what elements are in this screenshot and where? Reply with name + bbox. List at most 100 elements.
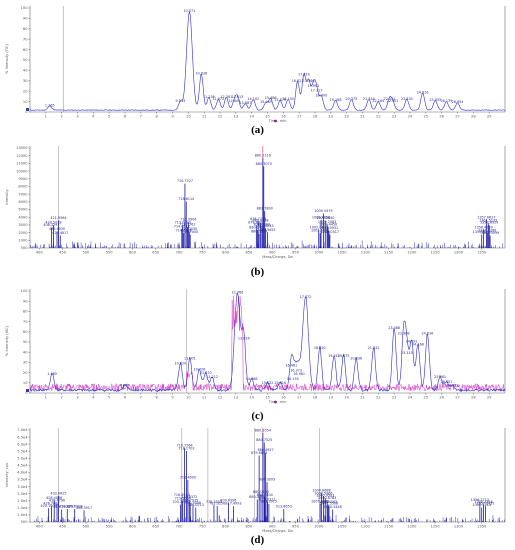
y-tick-label: 4.5e4 xyxy=(17,464,28,468)
x-tick-label: 4 xyxy=(92,396,95,400)
x-tick-label: 450 xyxy=(59,251,67,255)
b-peak-label: 1363.3099 xyxy=(481,231,499,235)
x-tick-label: 1050 xyxy=(337,251,347,255)
x-tick-label: 5 xyxy=(108,115,110,119)
d-peak-label: 881.9404 xyxy=(257,493,273,497)
x-tick-label: 6 xyxy=(124,396,127,400)
b-peak-label: 1353.8066 xyxy=(473,230,491,234)
y-tick-label: 2.5e4 xyxy=(17,492,28,496)
b-peak-label: 1357.6929 xyxy=(480,221,498,225)
c-peak-label: 1.165 xyxy=(47,372,57,376)
d-peak-label: 703.1211 xyxy=(172,500,188,504)
x-tick-label: 21 xyxy=(360,396,365,400)
y-tick-label: 2.0e4 xyxy=(17,499,28,503)
c-peak-label: 10.020 xyxy=(174,361,186,365)
x-tick-label: 13 xyxy=(234,396,239,400)
x-tick-label: 14 xyxy=(249,396,254,400)
a-peak-label: 23.830 xyxy=(401,97,413,101)
b-peak-label: 1009.9931 xyxy=(320,226,338,230)
c-peak-label: 11.070 xyxy=(200,371,212,375)
x-tick-label: 15 xyxy=(265,396,270,400)
c-peak-label: 26.401 xyxy=(440,380,452,384)
x-tick-label: 27 xyxy=(455,396,460,400)
chromatogram-trace xyxy=(29,11,506,111)
a-peak-label: 16.150 xyxy=(282,97,294,101)
x-tick-label: 400 xyxy=(36,251,44,255)
b-peak-label: 1010.0417 xyxy=(321,230,339,234)
b-peak-label: 428.4817 xyxy=(52,231,68,235)
y-tick-label: 40 xyxy=(23,350,28,354)
b-peak-label: 878.7746 xyxy=(250,217,266,221)
y-tick-label: 5.5e4 xyxy=(17,449,28,453)
a-peak-label: 17.902 xyxy=(307,84,319,88)
x-tick-label: 10 xyxy=(186,396,191,400)
d-peak-label: 880.7525 xyxy=(256,438,272,442)
c-peak-label: 24.168 xyxy=(412,343,424,347)
panel-b: 400 450 500 550 600 650 700 750 800 850 900 950 1000… xyxy=(0,140,515,278)
x-axis-title: Time, min xyxy=(268,400,287,404)
b-peak-label: 1009.2083 xyxy=(318,220,336,224)
c-peak-label: 21.831 xyxy=(368,346,380,350)
x-tick-label: 9 xyxy=(171,115,174,119)
x-tick-label: 18 xyxy=(313,115,318,119)
a-peak-label: 14.102 xyxy=(247,97,259,101)
x-tick-label: 22 xyxy=(376,115,381,119)
x-tick-label: 11 xyxy=(202,115,207,119)
a-peak-label: 12.381 xyxy=(220,95,232,99)
x-axis-title: Time, min xyxy=(268,119,287,123)
d-peak-label: 716.7935 xyxy=(182,499,198,503)
x-tick-label: 950 xyxy=(292,251,300,255)
x-tick-label: 850 xyxy=(245,525,253,529)
x-tick-label: 800 xyxy=(222,525,230,529)
y-tick-label: 1.0e4 xyxy=(17,513,28,517)
y-tick-label: 90 xyxy=(23,299,28,303)
y-tick-label: 40 xyxy=(23,69,28,73)
y-tick-label: 20 xyxy=(23,89,28,93)
x-tick-label: 9 xyxy=(171,396,174,400)
x-tick-label: 600 xyxy=(129,525,137,529)
y-tick-label: 30 xyxy=(23,79,28,83)
c-peak-label: 16.373 xyxy=(290,369,302,373)
c-peak-label: 10.726 xyxy=(193,368,205,372)
y-tick-label: 7000 xyxy=(18,192,28,196)
a-peak-label: 15.879 xyxy=(274,98,286,102)
chromatogram-trace xyxy=(29,292,506,393)
d-peak-label: 716.8372 xyxy=(181,495,197,499)
y-axis-title: % Intensity (XIC) xyxy=(5,325,9,356)
x-tick-label: 28 xyxy=(471,115,476,119)
a-peak-label: 11.236 xyxy=(203,95,215,99)
c-peak-label: 13.816 xyxy=(238,337,250,341)
x-tick-label: 20 xyxy=(344,396,349,400)
chart-d-svg: 400 450 500 550 600 650 700 750 800 850 900 950 1000… xyxy=(5,428,506,533)
a-peak-label: 26.179 xyxy=(440,99,452,103)
d-peak-label: 476.7808 xyxy=(67,504,83,508)
x-tick-label: 17 xyxy=(297,115,302,119)
c-peak-label: 18.330 xyxy=(314,346,326,350)
a-peak-label: 13.887 xyxy=(239,101,251,105)
c-peak-label: 26.733 xyxy=(447,383,459,387)
x-tick-label: 7 xyxy=(140,115,142,119)
chart-b-svg: 400 450 500 550 600 650 700 750 800 850 900 950 1000… xyxy=(5,146,506,259)
x-tick-label: 1 xyxy=(45,396,47,400)
x-tick-label: 750 xyxy=(199,251,207,255)
a-peak-label: 25.555 xyxy=(429,98,441,102)
x-tick-label: 13 xyxy=(234,115,239,119)
y-tick-label: 60 xyxy=(23,48,28,52)
x-tick-label: 1250 xyxy=(431,525,441,529)
x-tick-label: 1000 xyxy=(314,525,324,529)
x-tick-label: 12 xyxy=(218,115,223,119)
d-peak-label: 496.3917 xyxy=(76,506,92,510)
b-peak-label: 718.6114 xyxy=(178,197,194,201)
x-tick-label: 1100 xyxy=(361,251,371,255)
d-peak-label: 736.0213 xyxy=(188,503,204,507)
x-tick-label: 1 xyxy=(45,115,47,119)
a-peak-label: 22.184 xyxy=(372,99,384,103)
x-tick-label: 1150 xyxy=(384,251,394,255)
d-peak-label: 428.4836 xyxy=(46,496,62,500)
x-tick-label: 8 xyxy=(156,396,159,400)
a-peak-label: 19.188 xyxy=(330,98,342,102)
x-tick-label: 550 xyxy=(106,251,114,255)
y-tick-label: 9000 xyxy=(18,177,28,181)
y-tick-label: 3.0e4 xyxy=(17,485,28,489)
c-peak-label: 15.816 xyxy=(274,381,286,385)
